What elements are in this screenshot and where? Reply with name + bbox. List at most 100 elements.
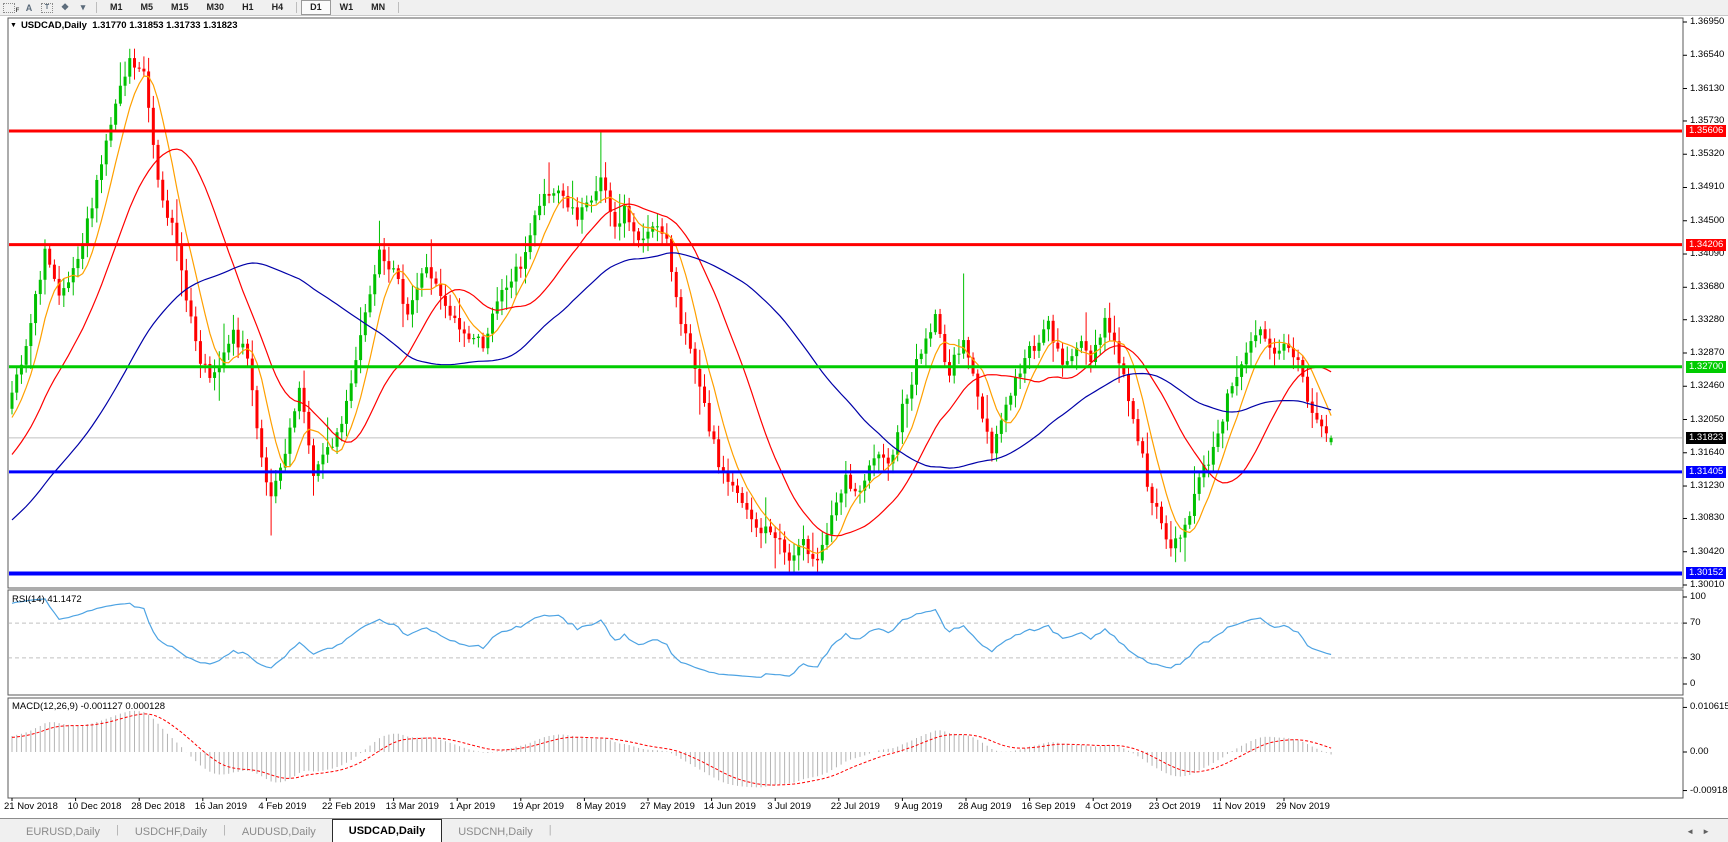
toolbar-separator: [296, 2, 298, 13]
timeframe-buttons-group: M1 M5 M15 M30 H1 H4 D1 W1 MN: [101, 0, 394, 15]
price-axis-tick: 1.33280: [1690, 313, 1725, 325]
rsi-axis-tick: 30: [1690, 651, 1701, 663]
date-axis-label: 10 Dec 2018: [67, 801, 122, 812]
date-axis-label: 19 Apr 2019: [512, 801, 565, 812]
timeframe-button-h4[interactable]: H4: [271, 2, 284, 12]
macd-axis-tick: -0.009181: [1690, 784, 1728, 796]
chart-tab-eurusd[interactable]: EURUSD,Daily: [26, 826, 100, 838]
macd-values: -0.001127 0.000128: [80, 701, 165, 712]
rsi-axis-tick: 100: [1690, 591, 1706, 602]
macd-indicator-label: MACD(12,26,9) -0.001127 0.000128: [12, 701, 165, 712]
rsi-value: 41.1472: [47, 594, 82, 605]
date-axis-label: 13 Mar 2019: [385, 801, 439, 812]
date-axis-label: 29 Nov 2019: [1276, 801, 1330, 812]
main-chart-content: [9, 48, 1682, 576]
date-axis-label: 16 Jan 2019: [194, 801, 248, 812]
date-axis-label: 9 Aug 2019: [894, 801, 943, 812]
date-axis-label: 3 Jul 2019: [767, 801, 812, 812]
macd-signal-line: [11, 713, 1332, 786]
rsi-content: [9, 598, 1682, 678]
symbol-dropdown-icon[interactable]: ▼: [10, 22, 17, 29]
chart-tab-bar: EURUSD,Daily | USDCHF,Daily | AUDUSD,Daily US…: [0, 818, 1728, 842]
date-axis-label: 27 May 2019: [640, 801, 695, 812]
candles-group: [10, 48, 1333, 573]
date-axis-label: 22 Feb 2019: [322, 801, 376, 812]
shapes-dropdown-icon[interactable]: ▾: [80, 2, 86, 12]
rsi-axis-tick: 70: [1690, 617, 1701, 629]
chart-title[interactable]: ▼ USDCAD,Daily 1.31770 1.31853 1.31733 1.…: [10, 20, 238, 31]
date-axis-label: 11 Nov 2019: [1212, 801, 1266, 812]
tab-scroll-left-icon[interactable]: ◄: [1686, 827, 1703, 836]
rsi-axis-tick: 0: [1690, 678, 1696, 689]
timeframe-button-m5[interactable]: M5: [140, 2, 154, 12]
price-axis-tick: 1.34090: [1690, 248, 1725, 259]
date-axis-label: 23 Oct 2019: [1148, 801, 1201, 812]
level-price-badge: 1.31405: [1686, 465, 1727, 478]
chart-title-symbol: USDCAD,Daily: [20, 20, 87, 31]
price-axis-tick: 1.33680: [1690, 281, 1725, 293]
timeframe-button-mn[interactable]: MN: [371, 2, 386, 12]
price-axis-tick: 1.30010: [1690, 579, 1725, 590]
price-axis-tick: 1.32050: [1690, 413, 1725, 425]
rsi-name: RSI(14): [12, 594, 45, 605]
tab-scroll-right-icon[interactable]: ►: [1702, 827, 1718, 836]
date-axis-label: 1 Apr 2019: [449, 801, 496, 812]
price-axis-tick: 1.35730: [1690, 114, 1725, 126]
date-axis-label: 4 Feb 2019: [258, 801, 307, 812]
level-price-badge: 1.30152: [1686, 567, 1727, 580]
ma-line-slow: [11, 252, 1332, 521]
price-axis-tick: 1.35320: [1690, 148, 1725, 160]
price-axis-tick: 1.30830: [1690, 512, 1725, 524]
rsi-panel: [7, 589, 1684, 696]
current-price-badge: 1.31823: [1686, 431, 1727, 444]
price-axis-tick: 1.31640: [1690, 446, 1725, 458]
tab-scroll-arrows: ◄►: [1686, 827, 1718, 836]
price-axis-tick: 1.32460: [1690, 380, 1725, 392]
tab-separator: |: [222, 823, 226, 836]
chart-tab-usdcad[interactable]: USDCAD,Daily: [331, 819, 443, 842]
tab-separator: |: [548, 823, 552, 836]
text-box-tool-icon[interactable]: T: [38, 1, 56, 14]
timeframe-button-m15[interactable]: M15: [171, 2, 189, 12]
price-axis-tick: 1.31230: [1690, 480, 1725, 492]
price-axis-tick: 1.30420: [1690, 545, 1725, 557]
price-axis-tick: 1.34910: [1690, 181, 1725, 193]
macd-content: [11, 710, 1332, 788]
chart-tab-usdchf[interactable]: USDCHF,Daily: [134, 826, 207, 838]
date-axis-label: 21 Nov 2018: [4, 801, 58, 812]
timeframe-button-w1[interactable]: W1: [339, 2, 354, 12]
chart-tab-audusd[interactable]: AUDUSD,Daily: [241, 826, 316, 838]
price-axis-tick: 1.34500: [1690, 214, 1725, 226]
price-axis-tick: 1.32870: [1690, 346, 1725, 358]
chart-title-ohlc: 1.31770 1.31853 1.31733 1.31823: [92, 20, 238, 31]
macd-axis-tick: 0.010615: [1690, 701, 1728, 713]
ma-line-medium: [11, 148, 1332, 537]
chart-tab-usdcnh[interactable]: USDCNH,Daily: [458, 826, 533, 838]
toolbar-separator: [398, 2, 400, 13]
rsi-line: [11, 598, 1332, 678]
date-axis-label: 16 Sep 2019: [1021, 801, 1076, 812]
drawing-tools-group: F A T ❖ ▾: [2, 1, 92, 14]
timeframe-button-h1[interactable]: H1: [242, 2, 254, 12]
crosshair-grid-tool-icon[interactable]: F: [2, 1, 20, 14]
date-axis-label: 14 Jun 2019: [703, 801, 756, 812]
price-axis-tick: 1.36540: [1690, 49, 1725, 61]
tab-separator: |: [115, 823, 119, 836]
date-axis-label: 22 Jul 2019: [830, 801, 880, 812]
rsi-indicator-label: RSI(14) 41.1472: [12, 594, 82, 605]
level-price-badge: 1.34206: [1686, 238, 1727, 251]
level-price-badge: 1.32700: [1686, 360, 1727, 373]
timeframe-button-d1[interactable]: D1: [301, 0, 331, 15]
date-axis-label: 28 Aug 2019: [958, 801, 1012, 812]
price-axis-tick: 1.36950: [1690, 16, 1725, 27]
timeframe-button-m30[interactable]: M30: [206, 2, 225, 12]
timeframe-button-m1[interactable]: M1: [110, 2, 123, 12]
date-axis-label: 28 Dec 2018: [131, 801, 186, 812]
macd-name: MACD(12,26,9): [12, 701, 78, 712]
text-label-tool-icon[interactable]: A: [25, 2, 33, 13]
date-axis-label: 4 Oct 2019: [1085, 801, 1132, 812]
ma-line-fast: [11, 75, 1332, 555]
shapes-tool-icon[interactable]: ❖: [60, 2, 70, 12]
toolbar-separator: [96, 2, 97, 13]
